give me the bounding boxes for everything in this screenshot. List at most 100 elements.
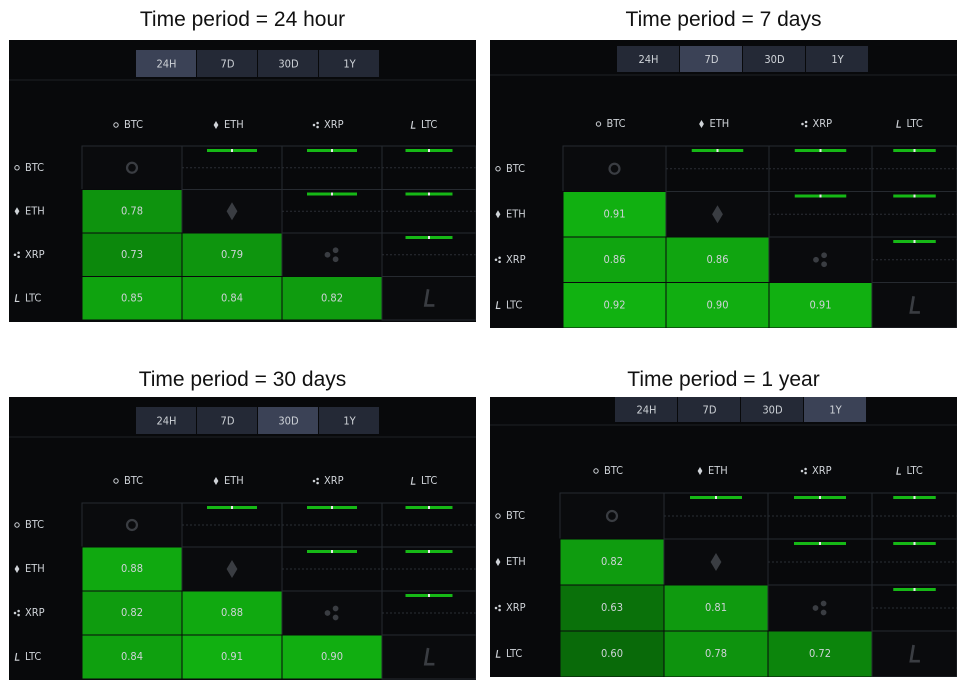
- tab-label[interactable]: 7D: [221, 415, 235, 428]
- btc-icon: [595, 121, 602, 127]
- tab[interactable]: [197, 407, 257, 434]
- sparkline-dot: [913, 588, 916, 591]
- sparkline-dot: [428, 506, 430, 509]
- tab[interactable]: [680, 46, 742, 72]
- panel-title: Time period = 24 hour: [139, 8, 346, 31]
- tab[interactable]: [319, 50, 379, 77]
- correlation-value: 0.78: [705, 647, 727, 660]
- tab[interactable]: [258, 407, 318, 434]
- tab-label[interactable]: 1Y: [343, 415, 356, 428]
- tab[interactable]: [678, 397, 740, 422]
- sparkline-dot: [819, 194, 822, 198]
- correlation-cell: [562, 282, 667, 328]
- tab-label[interactable]: 24H: [638, 53, 658, 66]
- tab[interactable]: [136, 50, 196, 77]
- tab-label[interactable]: 1Y: [829, 404, 842, 417]
- tab[interactable]: [804, 397, 866, 422]
- correlation-cell: [81, 634, 183, 680]
- correlation-value: 0.91: [221, 650, 243, 663]
- sparkline-dot: [913, 194, 916, 198]
- ltc-icon: [14, 652, 20, 661]
- ltc-icon: [423, 289, 435, 307]
- sparkline-cell: [381, 189, 476, 234]
- eth-icon: [697, 467, 703, 475]
- ltc-icon: [909, 296, 920, 314]
- tab[interactable]: [806, 46, 868, 72]
- panel-title: Time period = 30 days: [138, 368, 347, 391]
- tab-label[interactable]: 7D: [221, 58, 235, 71]
- tab[interactable]: [319, 407, 379, 434]
- tab[interactable]: [743, 46, 805, 72]
- sparkline-dot: [913, 542, 916, 545]
- correlation-cell: [281, 276, 383, 321]
- ltc-icon: [896, 119, 901, 128]
- correlation-value: 0.92: [603, 298, 625, 311]
- row-header: ETH: [25, 204, 45, 217]
- tab-label[interactable]: 7D: [703, 404, 717, 417]
- eth-icon: [710, 553, 722, 571]
- xrp-icon: [498, 260, 501, 264]
- tab-label[interactable]: 30D: [278, 415, 299, 428]
- tab[interactable]: [197, 50, 257, 77]
- tab-label[interactable]: 7D: [705, 53, 719, 66]
- column-header: XRP: [324, 118, 344, 131]
- sparkline-dot: [716, 149, 719, 152]
- tab[interactable]: [741, 397, 803, 422]
- xrp-icon: [800, 469, 804, 473]
- tab[interactable]: [258, 50, 318, 77]
- xrp-icon: [804, 467, 807, 471]
- sparkline-dot: [428, 550, 430, 553]
- tab[interactable]: [617, 46, 679, 72]
- xrp-icon: [804, 471, 807, 475]
- correlation-cell: [562, 191, 667, 238]
- row-header: ETH: [506, 555, 526, 568]
- diagonal-cell: [663, 538, 769, 586]
- sparkline-dot: [428, 594, 430, 597]
- correlation-cell: [768, 282, 873, 328]
- sparkline-dot: [331, 506, 333, 509]
- eth-icon: [213, 121, 219, 129]
- correlation-value: 0.81: [705, 601, 727, 614]
- sparkline-cell: [768, 145, 873, 192]
- xrp-icon: [804, 120, 808, 124]
- column-header: BTC: [607, 117, 626, 130]
- tab[interactable]: [615, 397, 677, 422]
- xrp-icon: [324, 610, 331, 616]
- sparkline-cell: [381, 546, 476, 592]
- xrp-icon: [820, 609, 827, 616]
- tab-label[interactable]: 30D: [762, 404, 783, 417]
- tab-label[interactable]: 24H: [156, 58, 176, 71]
- btc-icon: [113, 478, 119, 484]
- sparkline-cell: [381, 232, 476, 277]
- xrp-icon: [821, 252, 827, 259]
- tab-label[interactable]: 24H: [156, 415, 176, 428]
- diagonal-cell: [559, 492, 665, 540]
- btc-icon: [14, 522, 20, 528]
- sparkline-dot: [428, 192, 430, 196]
- tab[interactable]: [136, 407, 196, 434]
- tab-label[interactable]: 24H: [636, 404, 656, 417]
- xrp-icon: [821, 261, 827, 268]
- correlation-cell: [81, 189, 183, 234]
- xrp-icon: [801, 122, 804, 126]
- eth-icon: [699, 120, 704, 128]
- sparkline-dot: [231, 149, 233, 152]
- row-header: BTC: [25, 518, 44, 531]
- tab-label[interactable]: 1Y: [343, 58, 356, 71]
- sparkline-dot: [913, 149, 916, 152]
- xrp-icon: [13, 253, 17, 257]
- correlation-cell: [181, 634, 283, 680]
- tab-label[interactable]: 30D: [764, 53, 785, 66]
- eth-icon: [226, 202, 238, 221]
- row-header: LTC: [506, 298, 522, 311]
- diagonal-cell: [381, 634, 476, 680]
- correlation-cell: [181, 590, 283, 636]
- tab-label[interactable]: 30D: [278, 58, 299, 71]
- panel-title: Time period = 1 year: [627, 368, 820, 391]
- correlation-value: 0.91: [603, 207, 625, 220]
- xrp-icon: [316, 477, 319, 481]
- sparkline-cell: [871, 584, 957, 632]
- correlation-value: 0.88: [121, 562, 143, 575]
- diagonal-cell: [281, 590, 383, 636]
- tab-label[interactable]: 1Y: [831, 53, 844, 66]
